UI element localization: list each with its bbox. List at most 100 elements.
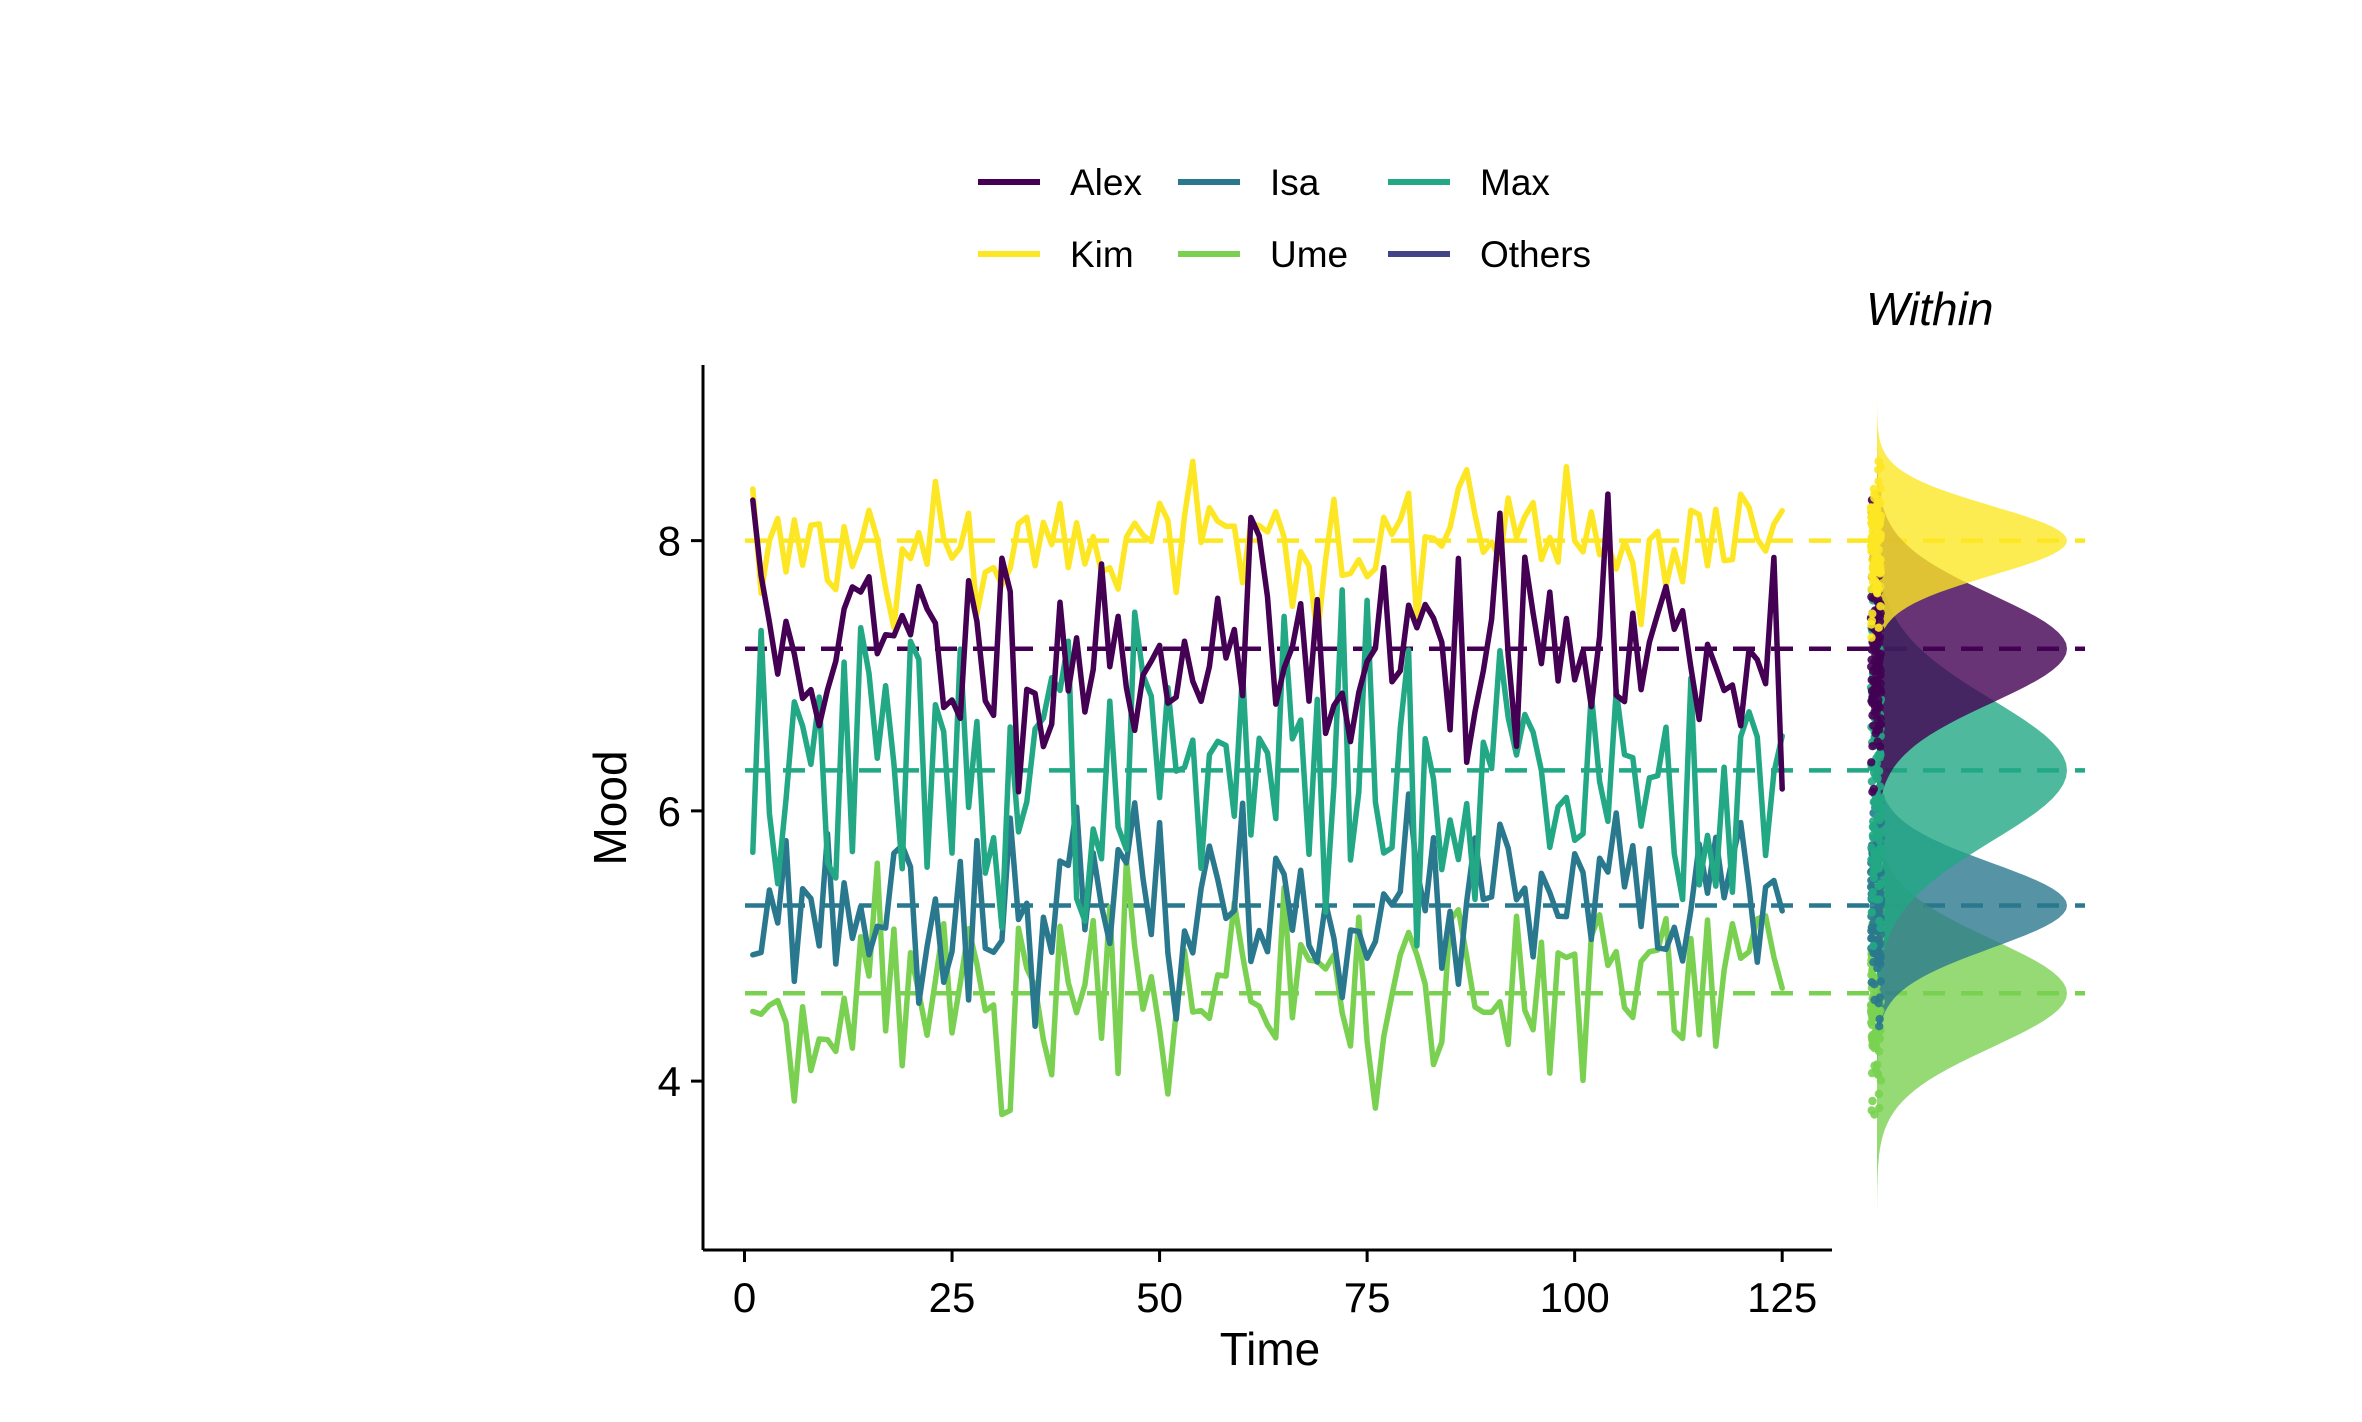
density-point-kim [1868, 527, 1877, 536]
density-point-kim [1876, 484, 1885, 493]
density-point-max [1875, 753, 1884, 762]
density-point-ume [1868, 1003, 1877, 1012]
density-point-ume [1874, 1030, 1883, 1040]
density-point-kim [1874, 623, 1883, 632]
x-tick-label: 125 [1747, 1274, 1817, 1321]
density-max [1877, 488, 2067, 1053]
y-tick-label: 4 [658, 1058, 681, 1105]
density-point-isa [1867, 923, 1877, 932]
density-point-max [1876, 802, 1885, 811]
density-point-alex [1875, 632, 1884, 641]
density-point-alex [1868, 742, 1877, 751]
density-point-max [1876, 829, 1885, 838]
density-point-max [1872, 851, 1881, 860]
density-alex [1877, 433, 2067, 865]
density-point-kim [1874, 545, 1883, 554]
density-point-kim [1876, 602, 1885, 611]
density-point-kim [1876, 462, 1885, 471]
density-point-ume [1867, 1068, 1877, 1078]
density-point-max [1867, 843, 1876, 852]
y-tick-label: 8 [658, 518, 681, 565]
legend-label-isa: Isa [1270, 162, 1320, 203]
density-point-alex [1869, 697, 1879, 706]
density-point-alex [1869, 721, 1878, 730]
series-line-ume [750, 856, 1785, 1118]
density-point-alex [1873, 640, 1882, 649]
density-point-alex [1869, 784, 1879, 794]
density-point-max [1872, 895, 1881, 904]
density-point-max [1874, 881, 1883, 891]
density-point-alex [1867, 655, 1876, 664]
density-point-kim [1876, 564, 1885, 574]
density-point-ume [1876, 1076, 1886, 1085]
density-point-isa [1875, 1014, 1884, 1024]
y-tick-label: 6 [658, 788, 681, 835]
x-tick-label: 100 [1540, 1274, 1610, 1321]
density-ume [1877, 777, 2067, 1209]
density-point-max [1876, 923, 1885, 933]
legend-label-kim: Kim [1070, 234, 1134, 275]
density-point-max [1869, 768, 1879, 777]
density-point-kim [1871, 506, 1881, 515]
density-point-isa [1873, 964, 1882, 973]
x-tick-label: 75 [1344, 1274, 1391, 1321]
density-point-alex [1867, 675, 1876, 685]
density-point-kim [1867, 633, 1876, 642]
density-panel [1866, 402, 2067, 1209]
density-kim [1877, 402, 2067, 680]
series-line-alex [750, 491, 1785, 795]
density-point-kim [1870, 490, 1879, 499]
density-point-alex [1875, 662, 1884, 672]
series-line-max [750, 587, 1785, 949]
density-point-max [1868, 831, 1878, 840]
density-point-kim [1872, 519, 1881, 529]
density-point-ume [1874, 1089, 1884, 1099]
density-point-kim [1867, 546, 1876, 556]
density-point-kim [1867, 620, 1876, 629]
axes: 0 25 50 75 100 125 4 6 8 [658, 365, 1832, 1321]
x-tick-label: 0 [733, 1274, 756, 1321]
x-tick-label: 25 [929, 1274, 976, 1321]
density-point-max [1868, 888, 1877, 897]
density-point-isa [1869, 958, 1878, 967]
density-point-alex [1867, 645, 1877, 654]
x-tick-label: 50 [1136, 1274, 1183, 1321]
density-point-max [1875, 815, 1884, 825]
density-point-kim [1874, 498, 1883, 507]
density-point-isa [1875, 906, 1884, 916]
density-point-isa [1876, 977, 1886, 986]
series-lines [750, 458, 1785, 1118]
density-point-max [1875, 916, 1884, 926]
density-point-max [1875, 836, 1884, 845]
density-point-max [1876, 843, 1885, 852]
density-point-kim [1875, 534, 1885, 544]
density-point-max [1869, 821, 1878, 831]
density-point-max [1867, 908, 1877, 917]
density-point-isa [1875, 993, 1885, 1002]
density-point-ume [1868, 1042, 1877, 1051]
density-point-alex [1874, 725, 1884, 734]
density-point-ume [1867, 1106, 1876, 1115]
density-point-ume [1875, 1103, 1884, 1113]
density-point-kim [1868, 609, 1877, 618]
density-point-kim [1868, 535, 1878, 544]
density-point-alex [1873, 715, 1882, 724]
side-panel-title: Within [1866, 283, 1993, 335]
density-point-ume [1868, 1096, 1877, 1106]
density-point-kim [1874, 477, 1883, 486]
legend: Alex Isa Max Kim Ume Others [978, 162, 1591, 275]
density-point-ume [1874, 1006, 1884, 1015]
density-point-alex [1876, 679, 1885, 688]
series-line-isa [750, 791, 1785, 1029]
density-point-isa [1870, 980, 1879, 989]
density-point-isa [1867, 934, 1877, 943]
density-point-alex [1867, 758, 1876, 767]
density-point-isa [1874, 935, 1884, 944]
y-axis-title: Mood [584, 750, 636, 865]
density-point-kim [1876, 582, 1885, 591]
density-point-kim [1868, 577, 1878, 586]
density-point-ume [1873, 1060, 1882, 1069]
mean-lines [745, 538, 2085, 996]
